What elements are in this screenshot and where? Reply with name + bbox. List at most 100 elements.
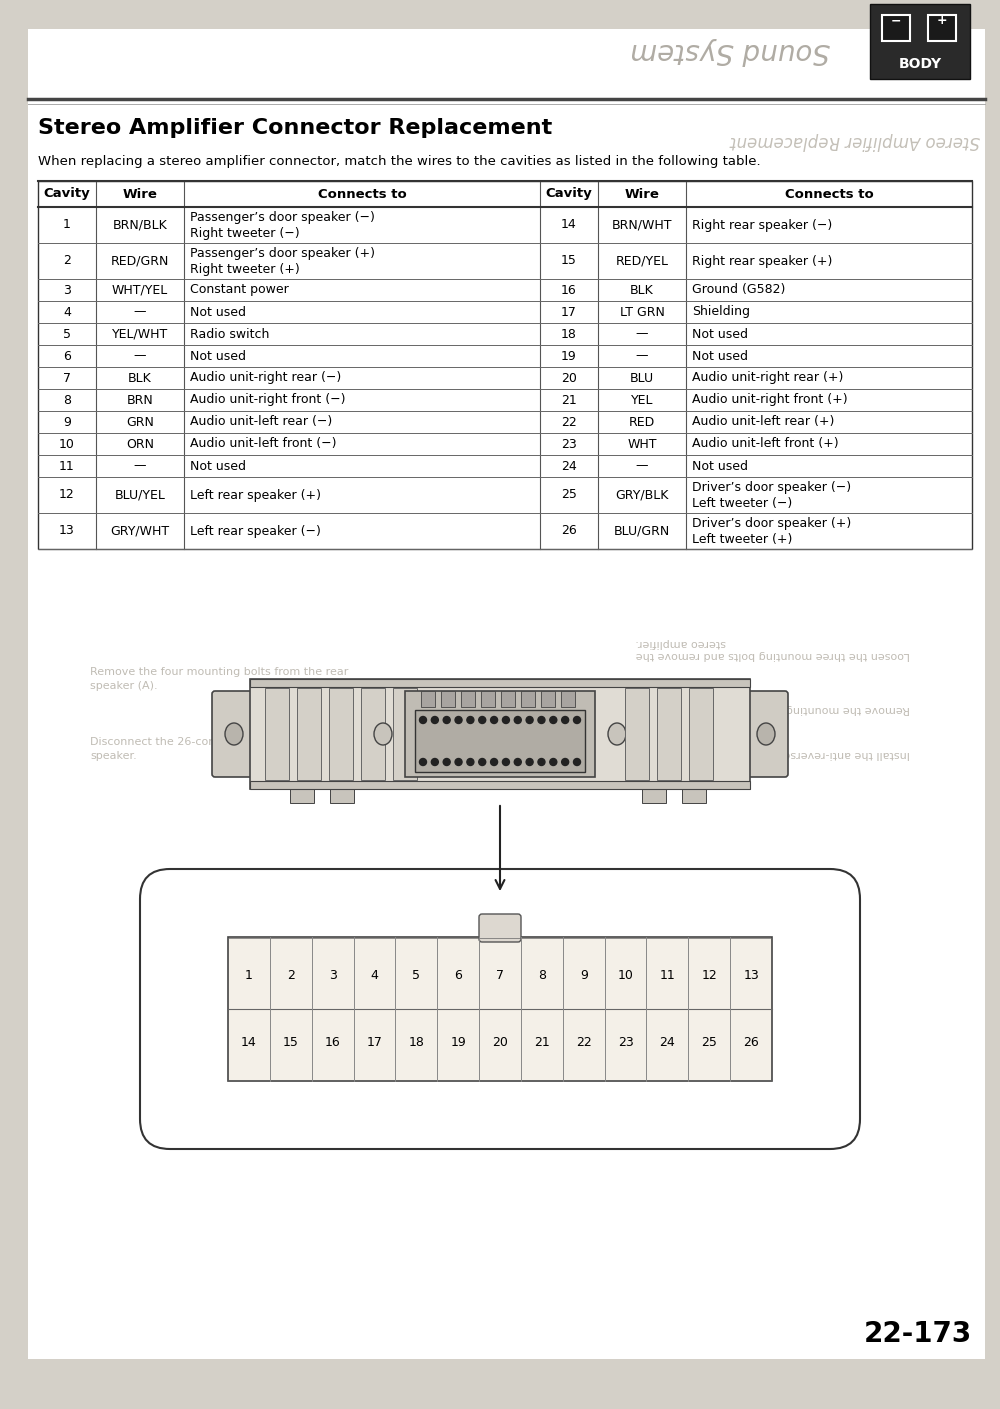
Text: 8: 8 (538, 969, 546, 982)
FancyBboxPatch shape (479, 914, 521, 943)
Text: —: — (636, 349, 648, 362)
Text: 7: 7 (63, 372, 71, 385)
Text: 23: 23 (618, 1036, 633, 1048)
Text: 7: 7 (496, 969, 504, 982)
Bar (682, 789, 706, 803)
Text: 13: 13 (743, 969, 759, 982)
Text: 15: 15 (283, 1036, 299, 1048)
Bar (330, 789, 354, 803)
Text: YEL/WHT: YEL/WHT (112, 327, 168, 341)
Text: 12: 12 (701, 969, 717, 982)
Circle shape (526, 717, 533, 723)
Text: Audio unit-left rear (−): Audio unit-left rear (−) (190, 416, 332, 428)
FancyBboxPatch shape (140, 869, 860, 1148)
Circle shape (491, 758, 498, 765)
Text: BLU: BLU (630, 372, 654, 385)
Text: 1: 1 (245, 969, 253, 982)
Circle shape (455, 717, 462, 723)
Text: —: — (134, 349, 146, 362)
Text: 9: 9 (580, 969, 588, 982)
Text: Wire: Wire (625, 187, 659, 200)
Text: Not used: Not used (692, 349, 748, 362)
Text: 17: 17 (367, 1036, 382, 1048)
Text: Audio unit-left front (−): Audio unit-left front (−) (190, 438, 336, 451)
Text: 25: 25 (561, 489, 577, 502)
Bar (329, 688, 353, 781)
Text: When replacing a stereo amplifier connector, match the wires to the cavities as : When replacing a stereo amplifier connec… (38, 155, 761, 168)
Text: BLK: BLK (630, 283, 654, 296)
Text: Loosen the three mounting bolts and remove the
stereo amplifier.: Loosen the three mounting bolts and remo… (636, 638, 910, 659)
Circle shape (538, 717, 545, 723)
Text: 19: 19 (561, 349, 577, 362)
Circle shape (420, 717, 426, 723)
Bar (393, 688, 417, 781)
Text: 10: 10 (59, 438, 75, 451)
Text: GRY/BLK: GRY/BLK (615, 489, 669, 502)
Circle shape (514, 758, 521, 765)
Text: 6: 6 (63, 349, 71, 362)
Text: 3: 3 (329, 969, 337, 982)
Circle shape (455, 758, 462, 765)
Text: −: − (891, 14, 901, 28)
FancyBboxPatch shape (744, 690, 788, 776)
Text: —: — (134, 459, 146, 472)
Text: Not used: Not used (190, 349, 246, 362)
Text: BLU/GRN: BLU/GRN (614, 524, 670, 537)
Text: 18: 18 (408, 1036, 424, 1048)
Text: Stereo Amplifier Connector Replacement: Stereo Amplifier Connector Replacement (38, 118, 552, 138)
Circle shape (562, 758, 569, 765)
Text: WHT/YEL: WHT/YEL (112, 283, 168, 296)
Text: 22: 22 (561, 416, 577, 428)
Text: 22: 22 (576, 1036, 592, 1048)
Bar (250, 781, 750, 789)
Text: Left tweeter (−): Left tweeter (−) (692, 496, 792, 510)
Bar (405, 690, 595, 776)
Bar (421, 690, 435, 707)
Circle shape (420, 758, 426, 765)
Bar (297, 688, 321, 781)
Text: Audio unit-left front (+): Audio unit-left front (+) (692, 438, 839, 451)
Bar (625, 688, 649, 781)
Circle shape (502, 717, 509, 723)
Text: Connects to: Connects to (318, 187, 406, 200)
Circle shape (538, 758, 545, 765)
Text: 21: 21 (561, 393, 577, 407)
Ellipse shape (374, 723, 392, 745)
Ellipse shape (225, 723, 243, 745)
FancyBboxPatch shape (250, 679, 750, 789)
Text: 16: 16 (325, 1036, 340, 1048)
Text: BODY: BODY (898, 56, 942, 70)
Text: WHT: WHT (627, 438, 657, 451)
Text: GRN: GRN (126, 416, 154, 428)
Text: Remove the four mounting bolts from the rear
speaker (A).: Remove the four mounting bolts from the … (90, 666, 348, 690)
Text: 2: 2 (287, 969, 295, 982)
Text: Sound System: Sound System (630, 37, 830, 65)
Text: 25: 25 (701, 1036, 717, 1048)
Text: 22-173: 22-173 (864, 1320, 972, 1348)
Circle shape (479, 758, 486, 765)
Circle shape (467, 758, 474, 765)
Circle shape (574, 717, 580, 723)
Text: 5: 5 (63, 327, 71, 341)
Circle shape (562, 717, 569, 723)
Bar (265, 688, 289, 781)
Ellipse shape (608, 723, 626, 745)
Text: Audio unit-right rear (−): Audio unit-right rear (−) (190, 372, 341, 385)
Text: Stereo Amplifier Replacement: Stereo Amplifier Replacement (730, 132, 980, 149)
Text: 19: 19 (450, 1036, 466, 1048)
Text: Left tweeter (+): Left tweeter (+) (692, 533, 792, 545)
Text: Not used: Not used (692, 459, 748, 472)
Circle shape (467, 717, 474, 723)
Text: 5: 5 (412, 969, 420, 982)
Text: 4: 4 (371, 969, 378, 982)
Text: 20: 20 (492, 1036, 508, 1048)
Circle shape (502, 758, 509, 765)
Bar (657, 688, 681, 781)
Text: Right rear speaker (+): Right rear speaker (+) (692, 255, 832, 268)
Text: +: + (937, 14, 947, 28)
Bar (642, 789, 666, 803)
Circle shape (526, 758, 533, 765)
Text: Remove the mounting screws and the tweeter.: Remove the mounting screws and the tweet… (648, 704, 910, 714)
Bar (501, 690, 515, 707)
Text: GRY/WHT: GRY/WHT (110, 524, 170, 537)
